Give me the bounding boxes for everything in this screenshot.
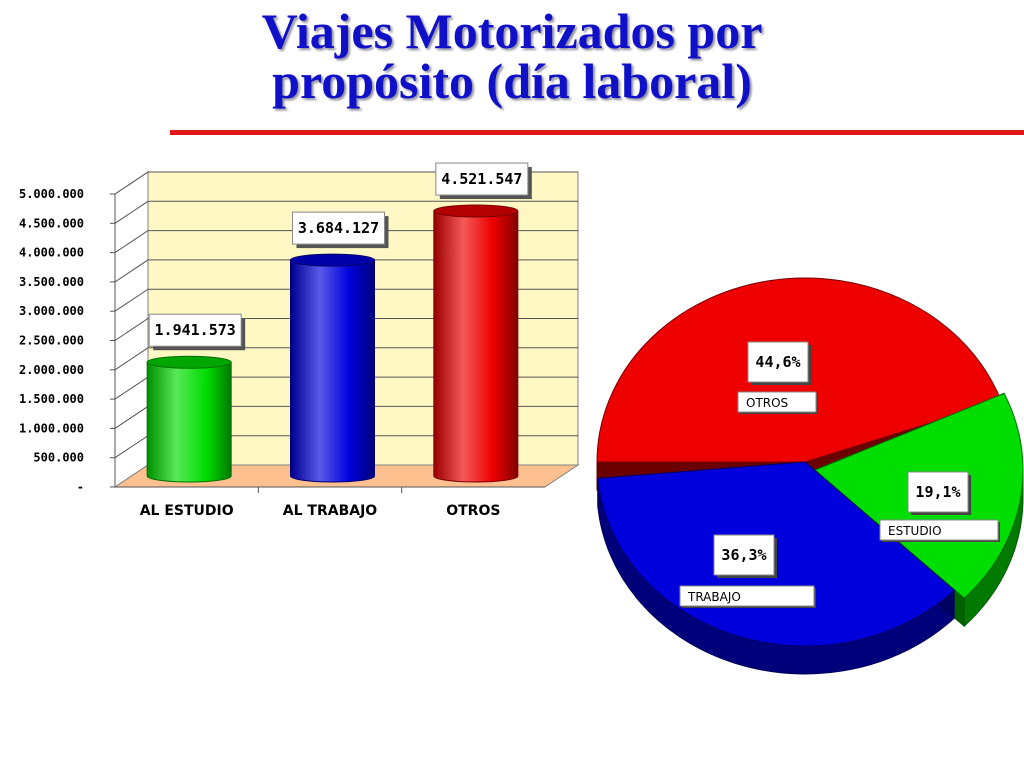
y-tick-label: - (77, 480, 84, 494)
pie-cat-box (737, 391, 817, 413)
pie-category-label: OTROS (746, 396, 788, 410)
bar-al-estudio (146, 355, 232, 483)
data-label: 4.521.547 (441, 170, 522, 188)
bar-otros (433, 204, 519, 483)
y-tick-label: 500.000 (33, 451, 84, 465)
data-label-box (435, 162, 529, 196)
y-tick-label: 3.000.000 (19, 304, 84, 318)
x-category-label: AL ESTUDIO (140, 503, 234, 519)
pie-cat-box (879, 519, 999, 541)
pie-category-label: TRABAJO (687, 590, 741, 604)
data-label-box (292, 211, 385, 245)
bar-chart: - 500.000 1.000.000 1.500.000 2.000.000 2.500… (19, 162, 580, 519)
y-tick-label: 5.000.000 (19, 187, 84, 201)
bar-top (290, 253, 375, 267)
y-tick-label: 2.000.000 (19, 363, 84, 377)
pie-cat-box (679, 585, 815, 607)
x-category-label: AL TRABAJO (283, 503, 378, 519)
title-line-1: Viajes Motorizados por (261, 3, 763, 59)
x-category-label: OTROS (446, 503, 500, 519)
gridline (114, 171, 578, 195)
pie-category-label: ESTUDIO (888, 524, 942, 538)
pie-pct-box (907, 471, 969, 513)
slide-title: Viajes Motorizados por propósito (día la… (0, 6, 1024, 106)
bar-body (290, 259, 375, 483)
pie-pct-box (713, 534, 775, 576)
bar-al-trabajo (290, 253, 375, 483)
y-tick-label: 3.500.000 (19, 275, 84, 289)
data-label-box (148, 313, 242, 347)
title-line-2: propósito (día laboral) (272, 53, 752, 109)
data-label: 3.684.127 (298, 219, 379, 237)
bar-body (146, 361, 232, 483)
y-tick-label: 4.500.000 (19, 216, 84, 230)
y-tick-label: 1.000.000 (19, 421, 84, 435)
y-tick-label: 1.500.000 (19, 392, 84, 406)
pie-pct-box (747, 341, 809, 383)
gridline (114, 200, 578, 224)
pie-pct-label: 19,1% (915, 483, 960, 501)
bar-top (146, 355, 232, 369)
pie-pct-label: 36,3% (721, 546, 766, 564)
y-tick-label: 4.000.000 (19, 246, 84, 260)
pie-pct-label: 44,6% (755, 353, 800, 371)
title-underline (170, 130, 1024, 135)
data-label: 1.941.573 (155, 321, 236, 339)
bar-body (433, 210, 519, 483)
y-tick-label: 2.500.000 (19, 334, 84, 348)
bar-top (433, 204, 519, 218)
